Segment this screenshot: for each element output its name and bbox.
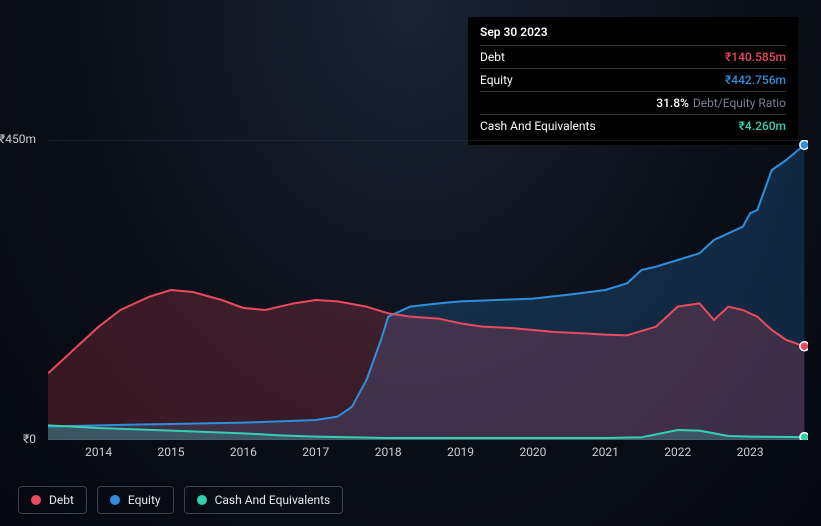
tooltip-row-value: ₹442.756m xyxy=(725,73,786,87)
chart-plot-area xyxy=(48,140,808,440)
x-axis-label: 2017 xyxy=(302,445,329,459)
legend-dot-icon xyxy=(197,495,207,505)
tooltip-row-extra: Debt/Equity Ratio xyxy=(693,96,786,110)
x-axis-label: 2016 xyxy=(230,445,257,459)
y-axis-label: ₹450m xyxy=(0,132,36,146)
x-axis-label: 2019 xyxy=(447,445,474,459)
x-axis-label: 2023 xyxy=(737,445,764,459)
tooltip-row-label: Debt xyxy=(480,50,505,64)
tooltip-row-value: ₹140.585m xyxy=(725,50,786,64)
tooltip-row: 31.8% Debt/Equity Ratio xyxy=(480,91,786,114)
equity-end-marker xyxy=(800,140,808,149)
x-axis-label: 2021 xyxy=(592,445,619,459)
legend-item-debt[interactable]: Debt xyxy=(18,486,87,514)
x-axis-label: 2020 xyxy=(519,445,546,459)
chart-legend: Debt Equity Cash And Equivalents xyxy=(18,486,343,514)
debt-equity-chart: ₹450m₹0 20142015201620172018201920202021… xyxy=(18,125,808,475)
tooltip-row: Equity ₹442.756m xyxy=(480,68,786,91)
x-axis-label: 2015 xyxy=(158,445,185,459)
legend-dot-icon xyxy=(110,495,120,505)
legend-item-cash[interactable]: Cash And Equivalents xyxy=(184,486,344,514)
legend-dot-icon xyxy=(31,495,41,505)
tooltip-date: Sep 30 2023 xyxy=(480,25,786,45)
legend-label: Debt xyxy=(49,493,74,507)
legend-label: Cash And Equivalents xyxy=(215,493,331,507)
debt-end-marker xyxy=(800,342,808,351)
tooltip-row-label: Equity xyxy=(480,73,513,87)
cash-end-marker xyxy=(800,433,808,440)
legend-item-equity[interactable]: Equity xyxy=(97,486,174,514)
tooltip-row: Debt ₹140.585m xyxy=(480,45,786,68)
tooltip-row-value: 31.8% xyxy=(656,96,689,110)
x-axis-label: 2014 xyxy=(85,445,112,459)
x-axis-label: 2022 xyxy=(664,445,691,459)
y-axis-label: ₹0 xyxy=(23,432,36,446)
legend-label: Equity xyxy=(128,493,161,507)
x-axis-label: 2018 xyxy=(375,445,402,459)
